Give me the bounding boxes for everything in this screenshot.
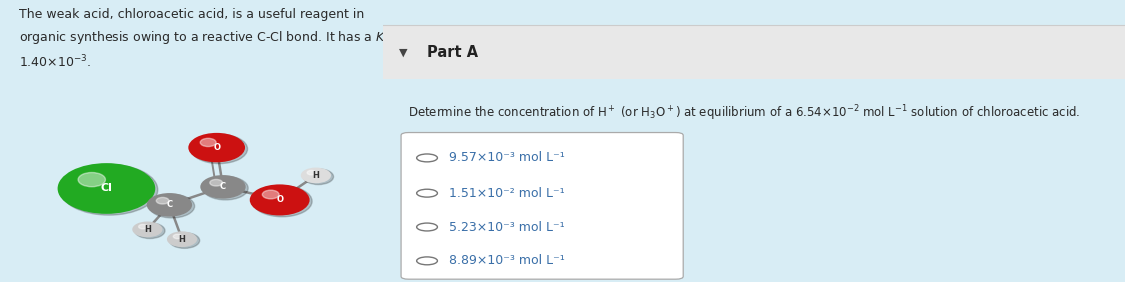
Text: 9.57×10⁻³ mol L⁻¹: 9.57×10⁻³ mol L⁻¹ (449, 151, 565, 164)
Text: C: C (219, 182, 226, 191)
Text: Part A: Part A (428, 45, 478, 60)
Circle shape (307, 170, 316, 175)
Circle shape (57, 163, 155, 214)
Circle shape (133, 222, 162, 237)
Text: 5.23×10⁻³ mol L⁻¹: 5.23×10⁻³ mol L⁻¹ (449, 221, 565, 233)
Text: H: H (313, 171, 319, 180)
Circle shape (210, 179, 223, 186)
Circle shape (78, 173, 106, 187)
Circle shape (173, 234, 182, 239)
Text: H: H (144, 225, 151, 234)
Text: 1.51×10⁻² mol L⁻¹: 1.51×10⁻² mol L⁻¹ (449, 187, 565, 200)
Text: 8.89×10⁻³ mol L⁻¹: 8.89×10⁻³ mol L⁻¹ (449, 254, 565, 267)
Text: Cl: Cl (100, 184, 113, 193)
Circle shape (138, 224, 147, 229)
Circle shape (170, 233, 199, 248)
Circle shape (166, 231, 197, 247)
Circle shape (135, 223, 165, 239)
Circle shape (300, 168, 331, 183)
Circle shape (60, 164, 158, 215)
Text: The weak acid, chloroacetic acid, is a useful reagent in
organic synthesis owing: The weak acid, chloroacetic acid, is a u… (19, 8, 405, 70)
Text: H: H (179, 235, 186, 244)
Circle shape (250, 184, 309, 215)
FancyBboxPatch shape (402, 133, 683, 279)
Circle shape (252, 186, 312, 217)
Circle shape (262, 190, 279, 199)
Text: ▼: ▼ (399, 47, 407, 57)
Circle shape (156, 197, 169, 204)
Circle shape (150, 194, 195, 218)
Text: C: C (166, 200, 172, 209)
Circle shape (200, 175, 245, 199)
Circle shape (304, 169, 333, 184)
Bar (382, 25, 1125, 79)
Text: O: O (276, 195, 284, 204)
Circle shape (188, 133, 245, 162)
Circle shape (146, 193, 192, 217)
Circle shape (202, 176, 249, 200)
Text: Determine the concentration of H$^+$ (or H$_3$O$^+$) at equilibrium of a 6.54×10: Determine the concentration of H$^+$ (or… (408, 103, 1081, 123)
Text: O: O (213, 143, 220, 152)
Circle shape (200, 138, 216, 147)
Circle shape (191, 134, 248, 164)
